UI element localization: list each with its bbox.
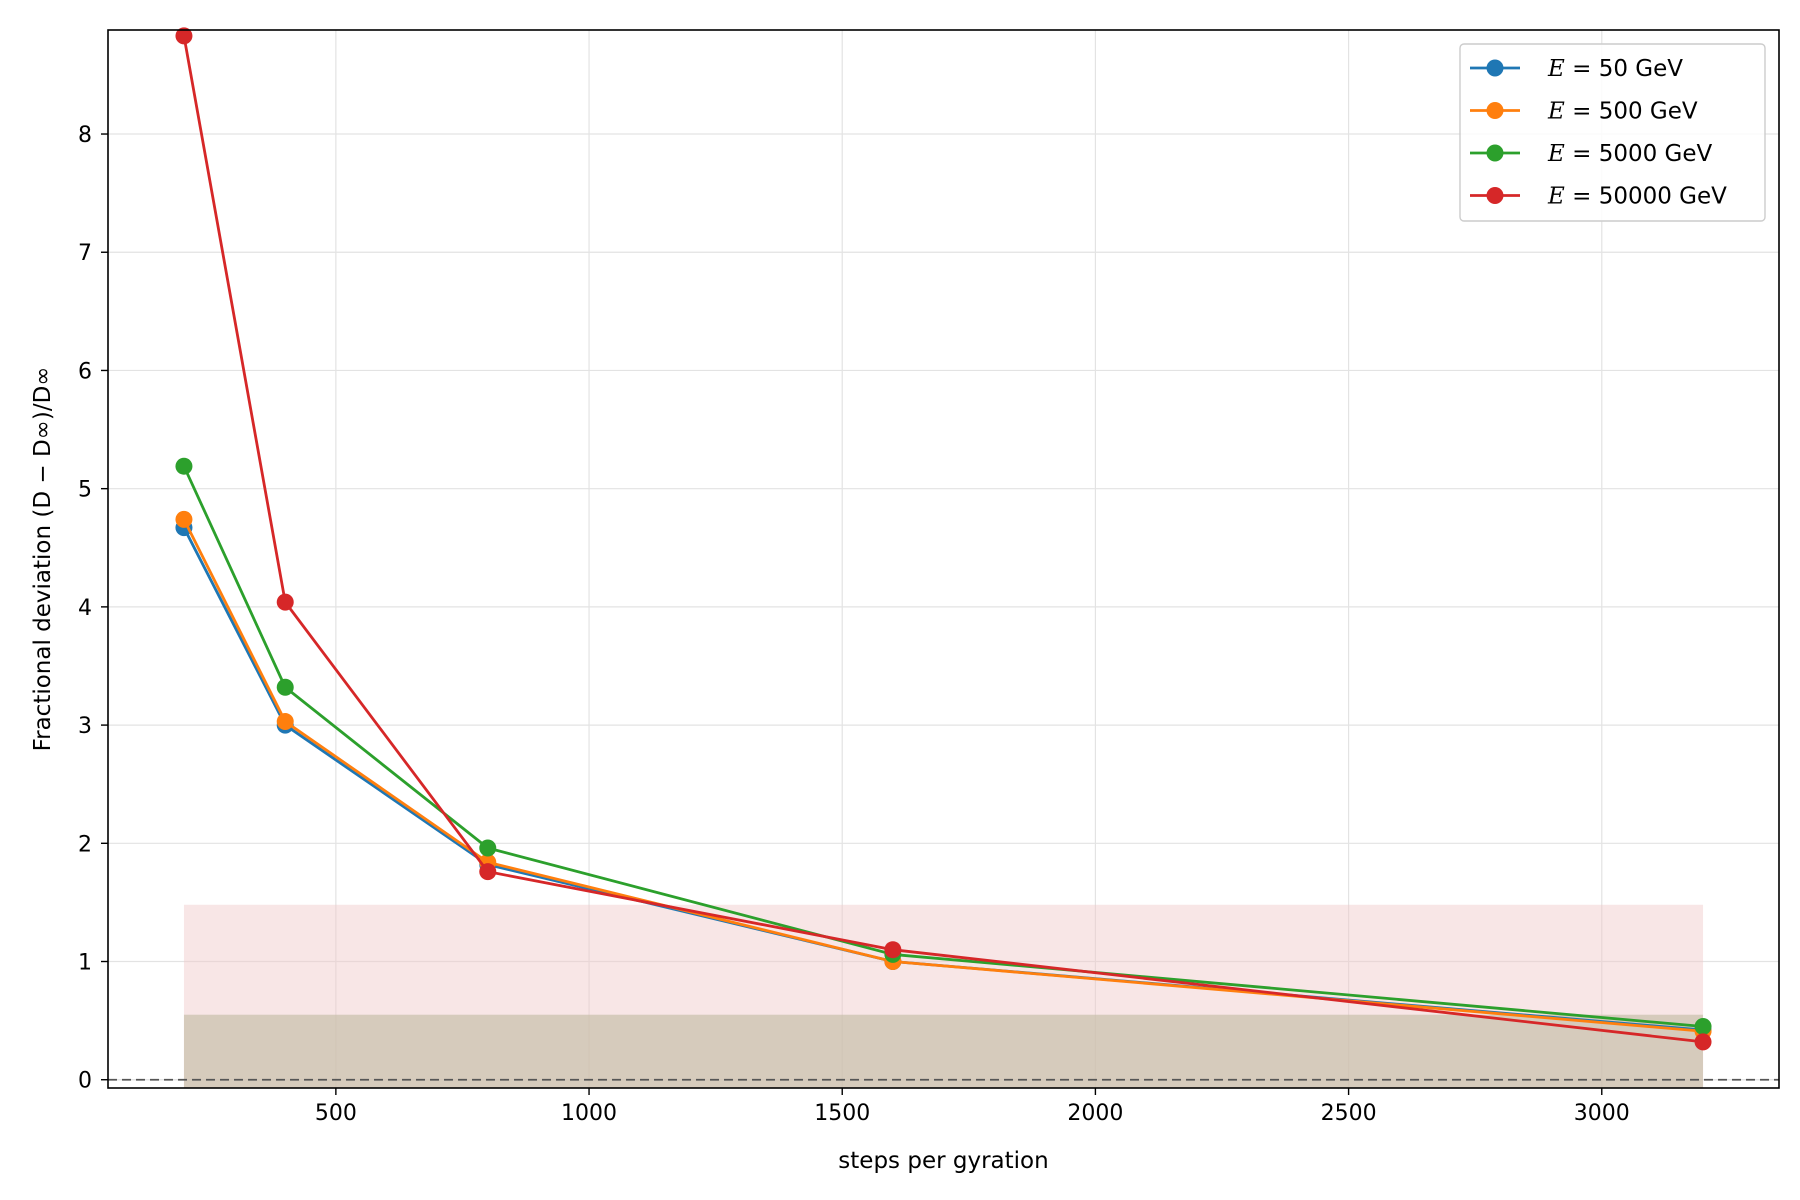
legend-item: E = 500 GeV <box>1470 99 1698 125</box>
legend-label-symbol: E <box>1547 141 1565 167</box>
x-tick-label: 500 <box>315 1101 357 1126</box>
series-4 <box>175 27 1712 1051</box>
plot-frame <box>107 29 1780 1089</box>
x-tick-label: 1000 <box>561 1101 617 1126</box>
y-tick-label: 1 <box>78 951 92 976</box>
axis-ticks: 500 1000 1500 2000 2500 3000 0 1 2 3 4 5 6 7 8 <box>78 123 1630 1126</box>
legend-label-value: = 5000 GeV <box>1565 141 1713 167</box>
legend-label-symbol: E <box>1547 56 1565 82</box>
legend-label: E = 50000 GeV <box>1547 184 1727 210</box>
legend-label-value: = 50 GeV <box>1565 56 1683 82</box>
data-point <box>175 27 193 45</box>
legend-marker <box>1486 187 1504 204</box>
legend-label-value: = 50000 GeV <box>1565 184 1727 210</box>
data-point <box>884 941 902 959</box>
legend-label-symbol: E <box>1547 99 1565 125</box>
data-point <box>1694 1018 1712 1036</box>
shaded-bands <box>183 904 1704 1088</box>
legend-label: E = 5000 GeV <box>1547 141 1713 167</box>
data-point <box>175 510 193 528</box>
legend-label-value: = 500 GeV <box>1565 99 1698 125</box>
y-tick-label: 6 <box>78 359 92 384</box>
legend-label: E = 50 GeV <box>1547 56 1683 82</box>
legend-marker <box>1486 102 1504 119</box>
data-point <box>175 457 193 475</box>
legend-label-symbol: E <box>1547 184 1565 210</box>
data-point <box>276 713 294 731</box>
x-axis-label: steps per gyration <box>838 1148 1048 1174</box>
data-point <box>276 593 294 611</box>
y-tick-label: 5 <box>78 478 92 503</box>
legend-item: E = 5000 GeV <box>1470 141 1713 167</box>
y-tick-label: 2 <box>78 832 92 857</box>
y-axis-label: Fractional deviation (D − D∞)/D∞ <box>30 367 56 752</box>
x-tick-label: 2500 <box>1321 1101 1377 1126</box>
data-point <box>479 863 497 881</box>
data-point <box>276 678 294 696</box>
y-tick-label: 8 <box>78 123 92 148</box>
shaded-band-2 <box>183 1014 1704 1088</box>
x-tick-label: 1500 <box>814 1101 870 1126</box>
legend-item: E = 50000 GeV <box>1470 184 1727 210</box>
y-tick-label: 3 <box>78 714 92 739</box>
y-tick-label: 4 <box>78 596 92 621</box>
data-point <box>1694 1033 1712 1051</box>
series-group <box>175 27 1712 1051</box>
legend-label: E = 500 GeV <box>1547 99 1698 125</box>
legend-item: E = 50 GeV <box>1470 56 1683 82</box>
legend-box <box>1459 43 1766 222</box>
x-tick-label: 3000 <box>1574 1101 1630 1126</box>
y-tick-label: 7 <box>78 241 92 266</box>
data-point <box>479 839 497 857</box>
grid <box>108 30 1779 1088</box>
y-tick-label: 0 <box>78 1069 92 1094</box>
legend-marker <box>1486 144 1504 162</box>
legend-marker <box>1486 59 1504 77</box>
x-tick-label: 2000 <box>1067 1101 1123 1126</box>
